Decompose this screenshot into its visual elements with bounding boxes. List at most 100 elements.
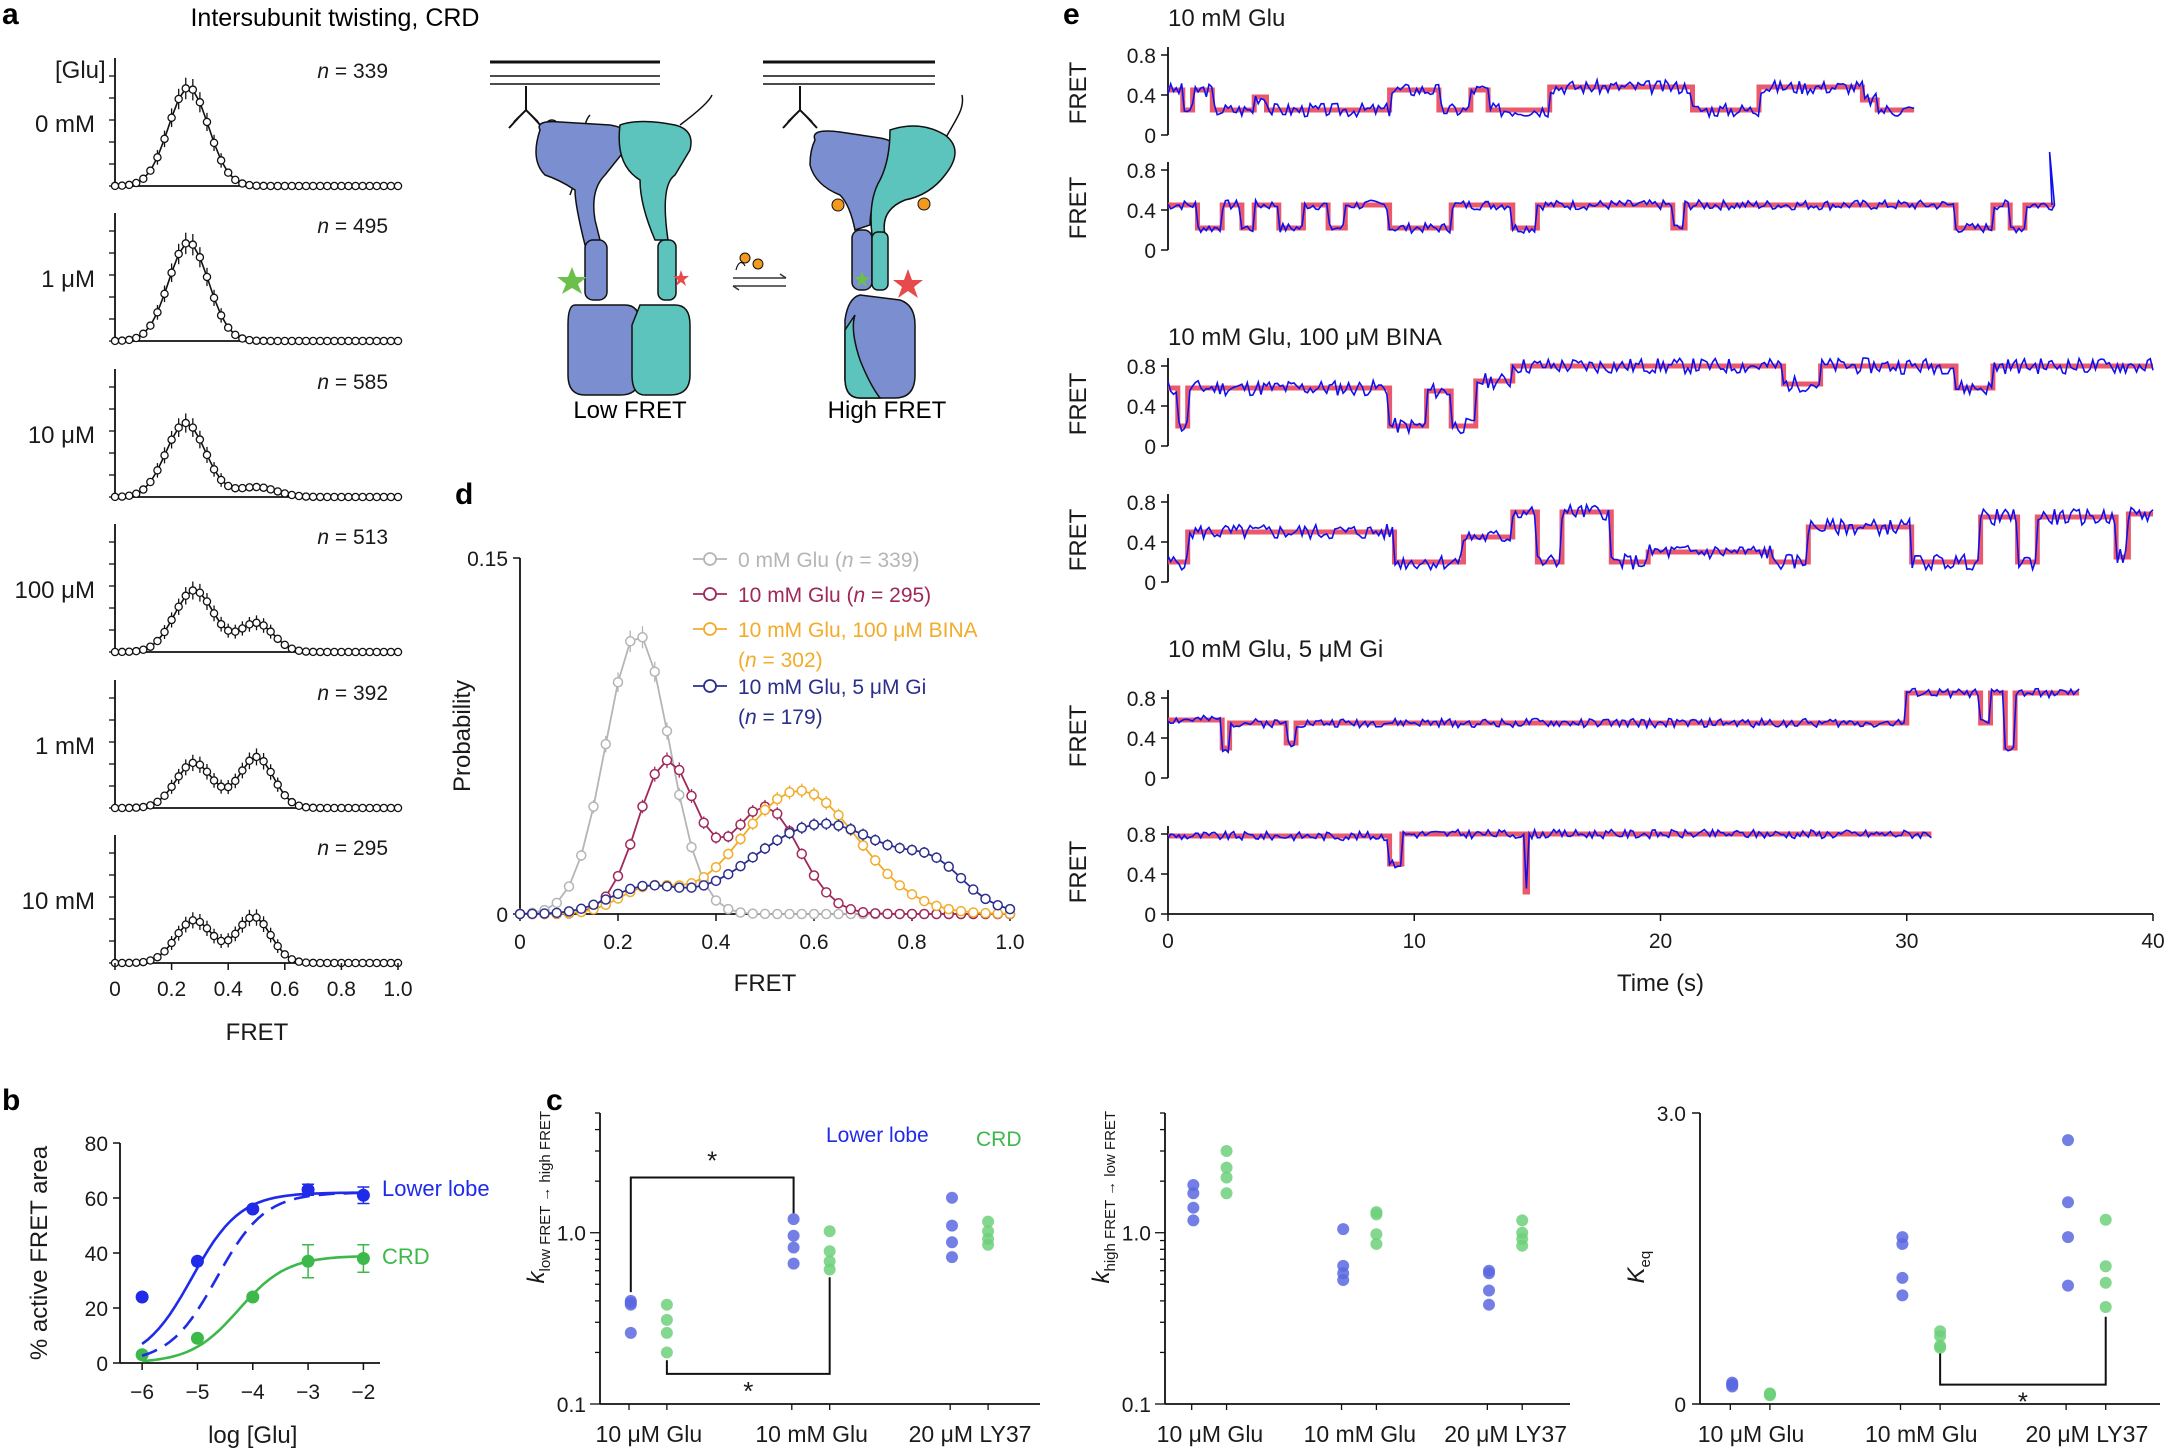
histogram-point xyxy=(160,289,169,299)
histogram-point xyxy=(216,156,226,165)
n-count-label: n = 513 xyxy=(317,526,388,549)
data-point xyxy=(796,822,807,834)
histogram-point xyxy=(188,758,198,768)
histogram-line xyxy=(114,87,398,187)
data-point xyxy=(301,1183,315,1197)
histogram-point xyxy=(245,756,254,766)
histogram-point xyxy=(167,268,176,277)
histogram-point xyxy=(223,626,233,635)
histogram-point xyxy=(174,94,183,104)
histogram-point xyxy=(273,487,282,496)
histogram-point xyxy=(167,782,176,792)
histogram-point xyxy=(379,803,389,813)
histogram-point xyxy=(117,181,127,190)
y-tick-label: 0 xyxy=(496,904,508,927)
histogram-point xyxy=(308,958,318,968)
data-point xyxy=(955,905,967,917)
data-point xyxy=(870,855,881,866)
histogram-point xyxy=(231,929,240,939)
histogram-point xyxy=(308,181,318,191)
histogram-point xyxy=(117,336,127,345)
legend-lower-lobe: Lower lobe xyxy=(382,1176,490,1201)
data-point xyxy=(857,829,869,840)
data-point xyxy=(870,834,881,846)
data-point xyxy=(980,893,991,905)
significance-star: * xyxy=(2018,1387,2028,1417)
y-tick-label: 80 xyxy=(85,1133,108,1156)
n-count-label: n = 495 xyxy=(317,215,388,238)
histogram-point xyxy=(301,181,311,191)
histogram-point xyxy=(294,801,304,811)
histogram-point xyxy=(223,323,233,332)
data-point xyxy=(870,908,881,919)
histogram-point xyxy=(379,492,389,502)
high-fret-receptor xyxy=(809,125,956,399)
histogram-point xyxy=(146,642,155,651)
crd-point xyxy=(1220,1187,1233,1200)
data-point xyxy=(588,801,599,812)
lower-lobe-point xyxy=(787,1229,800,1242)
x-tick-label: −6 xyxy=(130,1381,154,1404)
fret-trace xyxy=(1167,356,2154,436)
histogram-point xyxy=(202,767,212,776)
data-point xyxy=(625,636,636,647)
receptor-schematic: Low FRET High FRET xyxy=(490,60,964,424)
series-line xyxy=(520,759,1010,915)
histogram-point xyxy=(379,181,389,191)
y-tick-label: 0.4 xyxy=(1127,728,1157,751)
histogram-point xyxy=(259,483,268,492)
histogram-point xyxy=(393,492,403,502)
histogram-point xyxy=(301,336,311,346)
data-point xyxy=(710,875,722,887)
data-point xyxy=(723,831,734,842)
group-label: 20 μM LY37 xyxy=(909,1421,1032,1447)
idealized-trace xyxy=(1168,202,2055,231)
y-tick-label: 0 xyxy=(96,1353,108,1376)
histogram-point xyxy=(294,646,304,655)
histogram-point xyxy=(273,634,282,644)
histogram-point xyxy=(160,134,169,144)
histogram-point xyxy=(280,640,290,650)
histogram-point xyxy=(117,803,127,813)
crd-point xyxy=(1220,1161,1233,1174)
fret-trace xyxy=(1167,76,1915,120)
histogram-point xyxy=(153,153,162,162)
x-tick-label: 0 xyxy=(514,931,526,954)
histogram-point xyxy=(181,763,190,772)
y-tick-label: 0.8 xyxy=(1127,824,1156,847)
data-point xyxy=(784,827,795,839)
histogram-point xyxy=(153,308,162,317)
histogram-point xyxy=(315,958,325,968)
histogram-point xyxy=(308,647,318,657)
histogram-point xyxy=(174,423,183,432)
legend-lower-lobe: Lower lobe xyxy=(826,1124,929,1147)
histogram-point xyxy=(231,175,240,185)
data-point xyxy=(882,868,893,880)
fret-trace xyxy=(1167,151,2056,235)
y-tick-label: 0.4 xyxy=(1127,200,1157,223)
histogram-point xyxy=(174,602,183,612)
histogram-point xyxy=(160,451,169,460)
y-tick-label: 0.4 xyxy=(1127,396,1157,419)
histogram-point xyxy=(202,272,212,282)
legend-marker xyxy=(703,679,717,693)
data-point xyxy=(894,880,905,891)
data-point xyxy=(955,872,967,884)
histogram-point xyxy=(337,492,346,502)
data-point xyxy=(747,818,758,829)
y-axis-label: khigh FRET → low FRET xyxy=(1088,1111,1119,1284)
glu-concentration-label: 1 mM xyxy=(35,733,95,760)
y-tick-label: 20 xyxy=(85,1298,108,1321)
data-point xyxy=(563,881,575,892)
histogram-point xyxy=(252,752,261,762)
histogram-point xyxy=(330,958,339,968)
x-tick-label: 30 xyxy=(1895,930,1918,953)
histogram-point xyxy=(245,180,254,190)
data-point xyxy=(772,808,783,819)
group-label: 10 mM Glu xyxy=(1304,1421,1416,1447)
histogram-point xyxy=(216,311,226,320)
histogram-point xyxy=(393,647,403,657)
y-axis-label: FRET xyxy=(1065,61,1092,124)
data-point xyxy=(992,900,1003,911)
y-tick-label: 3.0 xyxy=(1657,1103,1686,1126)
